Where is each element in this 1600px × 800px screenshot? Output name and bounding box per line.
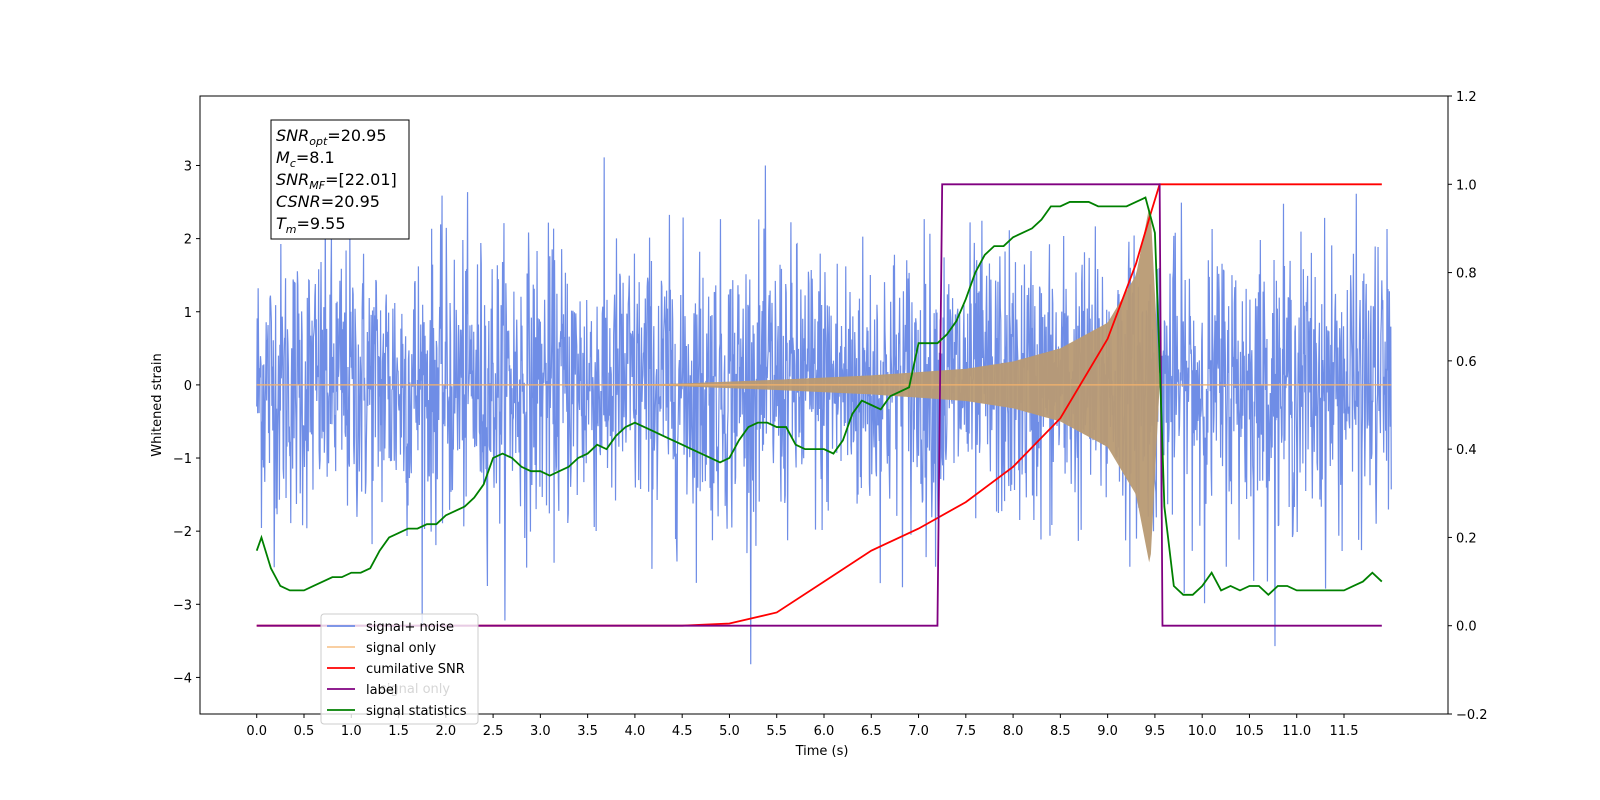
y2-tick-label: 0.2: [1456, 531, 1477, 546]
y-tick-label: 0: [184, 379, 192, 394]
legend-label: signal only: [366, 641, 436, 656]
x-tick-label: 6.5: [861, 724, 882, 739]
x-tick-label: 3.5: [577, 724, 598, 739]
y-tick-label: −2: [173, 525, 192, 540]
y2-tick-label: 0.6: [1456, 355, 1477, 370]
stats-box: SNRopt=20.95Mc=8.1SNRMF=[22.01]CSNR=20.9…: [270, 119, 410, 240]
series-label: [256, 183, 1382, 627]
y2-tick-label: 0.0: [1456, 620, 1477, 635]
y2-tick-label: 0.8: [1456, 267, 1477, 282]
y2-tick-label: −0.2: [1456, 708, 1488, 723]
x-tick-label: 3.0: [530, 724, 551, 739]
y2-tick-label: 1.2: [1456, 90, 1477, 105]
series-signal-noise: [256, 157, 1392, 665]
x-tick-label: 4.0: [625, 724, 646, 739]
legend-label: cumilative SNR: [366, 662, 465, 677]
x-tick-label: 5.0: [719, 724, 740, 739]
legend-label: signal+ noise: [366, 620, 454, 635]
series-cumulative-snr: [256, 183, 1382, 627]
x-tick-label: 6.0: [814, 724, 835, 739]
legend-obscured-text: signal only: [380, 682, 450, 697]
y-tick-label: −3: [173, 598, 192, 613]
x-tick-label: 8.0: [1003, 724, 1024, 739]
legend-label: label: [366, 683, 397, 698]
stats-line: CSNR=20.95: [276, 192, 380, 211]
x-tick-label: 2.0: [435, 724, 456, 739]
x-tick-label: 1.0: [341, 724, 362, 739]
stats-line: Tm=9.55: [276, 214, 346, 236]
plot-area: [255, 157, 1392, 665]
legend-frame: [320, 613, 479, 725]
x-tick-label: 10.5: [1235, 724, 1264, 739]
y-tick-label: −4: [173, 671, 192, 686]
x-tick-label: 1.5: [388, 724, 409, 739]
x-tick-label: 0.5: [294, 724, 315, 739]
x-tick-label: 2.5: [483, 724, 504, 739]
x-tick-label: 4.5: [672, 724, 693, 739]
x-tick-label: 11.0: [1282, 724, 1311, 739]
y-axis-title: Whitened strain: [150, 353, 165, 456]
y2-tick-label: 0.4: [1456, 443, 1477, 458]
stats-line: SNRopt=20.95: [276, 126, 387, 148]
x-axis-title: Time (s): [795, 744, 849, 759]
x-tick-label: 5.5: [766, 724, 787, 739]
legend-label: signal statistics: [366, 704, 467, 719]
y-tick-label: 3: [184, 159, 192, 174]
x-tick-label: 7.0: [908, 724, 929, 739]
stats-line: SNRMF=[22.01]: [276, 170, 397, 192]
x-tick-label: 10.0: [1188, 724, 1217, 739]
series-signal-statistics: [255, 196, 1383, 597]
x-tick-label: 0.0: [246, 724, 267, 739]
x-tick-label: 7.5: [955, 724, 976, 739]
x-tick-label: 8.5: [1050, 724, 1071, 739]
x-tick-label: 9.5: [1145, 724, 1166, 739]
stats-line: Mc=8.1: [276, 148, 335, 170]
y-tick-label: 1: [184, 306, 192, 321]
y-tick-label: −1: [173, 452, 192, 467]
x-tick-label: 11.5: [1330, 724, 1359, 739]
stats-box-frame: [270, 119, 410, 240]
x-tick-label: 9.0: [1097, 724, 1118, 739]
y-tick-label: 2: [184, 233, 192, 248]
y2-tick-label: 1.0: [1456, 178, 1477, 193]
axis-ticks: 0.0 0.5 1.0 1.5 2.0 2.5 3.0 3.5 4.0 4.5 5.0 5.5 6.0 6…: [173, 90, 1488, 739]
legend: signal only signal+ noise signal only cumil…: [320, 613, 479, 725]
